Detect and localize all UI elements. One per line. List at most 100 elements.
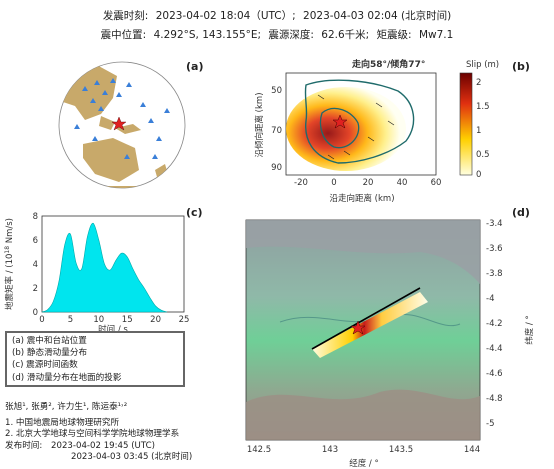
credits-block: 张旭¹, 张勇², 许力生¹, 陈运泰¹˒² 1. 中国地震局地球物理研究所 2… <box>5 402 192 464</box>
station-marker <box>126 82 132 87</box>
stf-xtick: 0 <box>39 315 44 325</box>
colorbar-tick: 2 <box>476 78 481 88</box>
map-ytick: -3.4 <box>486 219 503 229</box>
station-marker <box>102 90 108 95</box>
map-ytick: -4.2 <box>486 319 503 329</box>
map-ytick: -4.4 <box>486 344 503 354</box>
slip-xtick: -20 <box>294 178 308 188</box>
station-marker <box>82 86 88 91</box>
land-sea-islands <box>99 116 115 130</box>
stf-ylabel-tail: Nm/s) <box>5 218 15 246</box>
panel-label-a: (a) <box>186 60 204 73</box>
slip-xtick: 60 <box>431 178 442 188</box>
land-new-guinea <box>115 124 141 134</box>
release-time-beijing: 2023-04-03 03:45 (北京时间) <box>71 452 193 462</box>
legend-item-a: (a) 震中和台站位置 <box>12 336 87 346</box>
station-marker <box>92 136 98 141</box>
map-ytick: -4.6 <box>486 369 503 379</box>
slip-distribution-plot: 走向58°/倾角77° -20 0 20 40 60 50 70 90 沿走向距… <box>254 58 499 204</box>
surface-projection-map: 142.5 143 143.5 144 经度 / ° -3.4 -3.6 -3.… <box>245 219 535 469</box>
stf-ytick: 2 <box>33 284 38 294</box>
slip-ytick: 70 <box>271 126 282 136</box>
station-markers <box>74 78 170 159</box>
authors: 张旭¹, 张勇², 许力生¹, 陈运泰¹˒² <box>5 402 128 412</box>
epicenter-star <box>111 116 127 131</box>
stf-xlabel: 时间 / s <box>98 324 128 335</box>
station-marker <box>74 124 80 129</box>
stf-ytick: 8 <box>33 212 38 222</box>
stf-xtick: 5 <box>68 315 73 325</box>
colorbar-title: Slip (m) <box>466 60 499 70</box>
fault-plane-projection <box>312 292 428 358</box>
hypocenter-star <box>332 114 348 129</box>
stf-ylabel: 地震矩率 / (1018 Nm/s) <box>4 218 16 310</box>
stf-ytick: 0 <box>33 308 38 318</box>
rake-arrow <box>367 136 375 142</box>
map-ylabel: 纬度 / ° <box>524 315 535 345</box>
panel-label-d: (d) <box>512 206 530 219</box>
header-location: 震中位置: 4.292°S, 143.155°E; 震源深度: 62.6千米; … <box>0 27 554 42</box>
station-marker <box>164 108 170 113</box>
origin-time-utc: 2023-04-02 18:04（UTC）; <box>155 10 296 22</box>
affiliation-2: 2. 北京大学地球与空间科学学院地球物理学系 <box>5 429 180 439</box>
stf-ylabel-main: 地震矩率 / (10 <box>4 254 15 310</box>
rake-arrow <box>375 102 383 108</box>
land-australia <box>83 138 139 182</box>
depth-label: 震源深度: <box>268 29 314 41</box>
slip-xtick: 20 <box>363 178 374 188</box>
station-marker <box>116 92 122 97</box>
legend-item-c: (c) 震源时间函数 <box>12 360 78 371</box>
station-marker <box>98 106 104 111</box>
magnitude-label: 矩震级: <box>376 29 412 41</box>
release-label: 发布时间: <box>5 440 43 451</box>
magnitude-value: Mw7.1 <box>418 29 454 41</box>
map-ytick: -5 <box>486 419 494 429</box>
fault-top-edge <box>311 287 421 350</box>
station-marker <box>140 102 146 107</box>
depth-value: 62.6千米; <box>321 29 370 41</box>
slip-contour-outer <box>304 79 415 164</box>
map-xtick: 143.5 <box>389 445 413 455</box>
location-value: 4.292°S, 143.155°E; <box>153 29 262 41</box>
stf-xtick: 10 <box>93 315 104 325</box>
map-xtick: 143 <box>322 445 338 455</box>
station-globe-map <box>58 61 186 189</box>
slip-ytick: 90 <box>271 163 282 173</box>
slip-colorbar <box>459 72 473 176</box>
legend-item-d: (d) 滑动量分布在地面的投影 <box>12 372 122 383</box>
affiliation-1: 1. 中国地震局地球物理研究所 <box>5 417 120 428</box>
source-time-function-chart: 0 5 10 15 20 25 0 2 4 6 8 时间 / s 地震矩率 / (1018 Nm/… <box>4 212 190 335</box>
slip-rake-arrows <box>317 94 395 160</box>
panel-label-c: (c) <box>186 206 203 219</box>
origin-time-label: 发震时刻: <box>102 10 149 22</box>
stf-xtick: 20 <box>150 315 161 325</box>
location-label: 震中位置: <box>100 29 147 41</box>
stf-ytick-group: 0 2 4 6 8 <box>33 212 38 318</box>
stf-xtick: 25 <box>179 315 190 325</box>
rake-arrow <box>387 120 395 126</box>
slip-contour-inner <box>319 107 360 149</box>
panel-label-b: (b) <box>512 60 530 73</box>
colorbar-tick: 1.5 <box>476 102 490 112</box>
slip-xlabel: 沿走向距离 (km) <box>329 193 394 204</box>
map-ytick: -4.8 <box>486 394 503 404</box>
map-ytick: -4 <box>486 294 494 304</box>
origin-time-beijing: 2023-04-03 02:04 (北京时间) <box>303 10 452 22</box>
station-marker <box>90 98 96 103</box>
colorbar-tick: 0.5 <box>476 150 490 160</box>
station-marker <box>94 80 100 85</box>
map-xtick: 142.5 <box>247 445 271 455</box>
station-marker <box>152 154 158 159</box>
release-time-utc: 2023-04-02 19:45 (UTC) <box>51 440 155 451</box>
header-origin-time: 发震时刻: 2023-04-02 18:04（UTC）; 2023-04-03 … <box>0 8 554 23</box>
map-xlabel: 经度 / ° <box>349 458 379 469</box>
rake-arrow <box>343 150 351 156</box>
terrain-highlands-south <box>246 389 480 440</box>
stf-ytick: 4 <box>33 260 38 270</box>
station-marker <box>124 154 130 159</box>
slip-ylabel: 沿倾向距离 (km) <box>254 92 265 157</box>
map-ytick: -3.6 <box>486 244 503 254</box>
map-ytick: -3.8 <box>486 269 503 279</box>
legend-item-b: (b) 静态滑动量分布 <box>12 348 88 359</box>
slip-xtick: 0 <box>331 178 336 188</box>
